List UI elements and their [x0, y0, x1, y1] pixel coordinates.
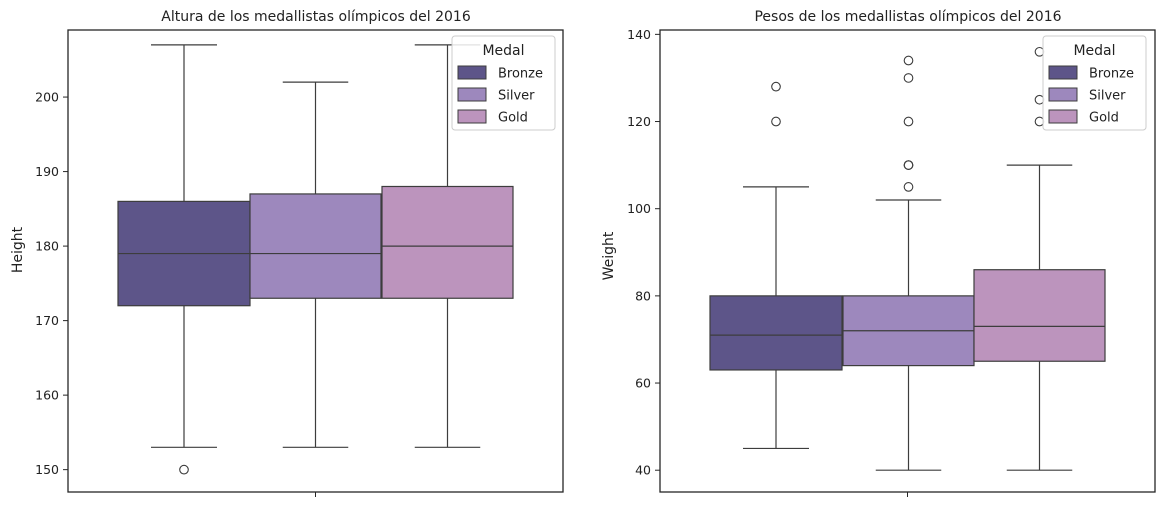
y-tick-label: 190 — [35, 164, 59, 179]
box-silver — [249, 81, 382, 448]
y-tick-label: 120 — [627, 114, 651, 129]
legend-swatch-silver — [457, 87, 487, 102]
box-iqr — [381, 185, 514, 299]
legend-swatch-gold — [457, 109, 487, 124]
box-iqr — [973, 269, 1106, 362]
legend-label-gold: Gold — [1089, 111, 1119, 126]
legend-swatch-bronze — [457, 65, 487, 80]
outlier-point — [903, 55, 914, 66]
y-tick-label: 40 — [635, 463, 651, 478]
y-axis-label: Weight — [601, 231, 617, 280]
box-iqr — [249, 193, 382, 299]
y-tick-label: 200 — [35, 90, 59, 105]
box-bronze — [117, 44, 251, 475]
box-gold — [381, 44, 514, 448]
legend-label-silver: Silver — [1089, 89, 1126, 104]
y-tick-label: 60 — [635, 376, 651, 391]
legend-frame — [451, 35, 556, 131]
box-gold — [973, 46, 1106, 471]
outlier-point — [903, 160, 914, 170]
legend-frame — [1042, 35, 1147, 131]
legend-swatch-silver — [1048, 87, 1078, 102]
outlier-point — [179, 464, 189, 475]
outlier-point — [903, 182, 914, 192]
box-iqr — [709, 295, 843, 371]
outlier-point — [903, 73, 914, 83]
chart-title: Altura de los medallistas olímpicos del … — [161, 9, 471, 25]
legend: Medal Bronze Silver Gold — [451, 35, 556, 131]
box-bronze — [709, 81, 843, 450]
box-silver — [842, 55, 975, 471]
height-boxplot-panel: Altura de los medallistas olímpicos del … — [10, 9, 564, 497]
y-tick-label: 150 — [35, 462, 59, 477]
legend-label-gold: Gold — [498, 111, 528, 126]
weight-boxplot-panel: Pesos de los medallistas olímpicos del 2… — [601, 9, 1156, 497]
y-axis-label: Height — [10, 226, 26, 273]
legend-label-bronze: Bronze — [1089, 67, 1134, 82]
y-tick-label: 180 — [35, 239, 59, 254]
chart-title: Pesos de los medallistas olímpicos del 2… — [754, 9, 1061, 25]
y-tick-label: 100 — [627, 201, 651, 216]
outlier-point — [903, 116, 914, 127]
legend-swatch-gold — [1048, 109, 1078, 124]
y-tick-label: 140 — [627, 27, 651, 42]
y-tick-label: 160 — [35, 388, 59, 403]
legend-title: Medal — [482, 43, 524, 59]
outlier-point — [771, 81, 781, 92]
legend-label-silver: Silver — [498, 89, 535, 104]
legend: Medal Bronze Silver Gold — [1042, 35, 1147, 131]
legend-label-bronze: Bronze — [498, 67, 543, 82]
legend-swatch-bronze — [1048, 65, 1078, 80]
outlier-point — [771, 116, 781, 127]
y-tick-label: 80 — [635, 288, 651, 303]
y-tick-label: 170 — [35, 313, 59, 328]
legend-title: Medal — [1073, 43, 1115, 59]
